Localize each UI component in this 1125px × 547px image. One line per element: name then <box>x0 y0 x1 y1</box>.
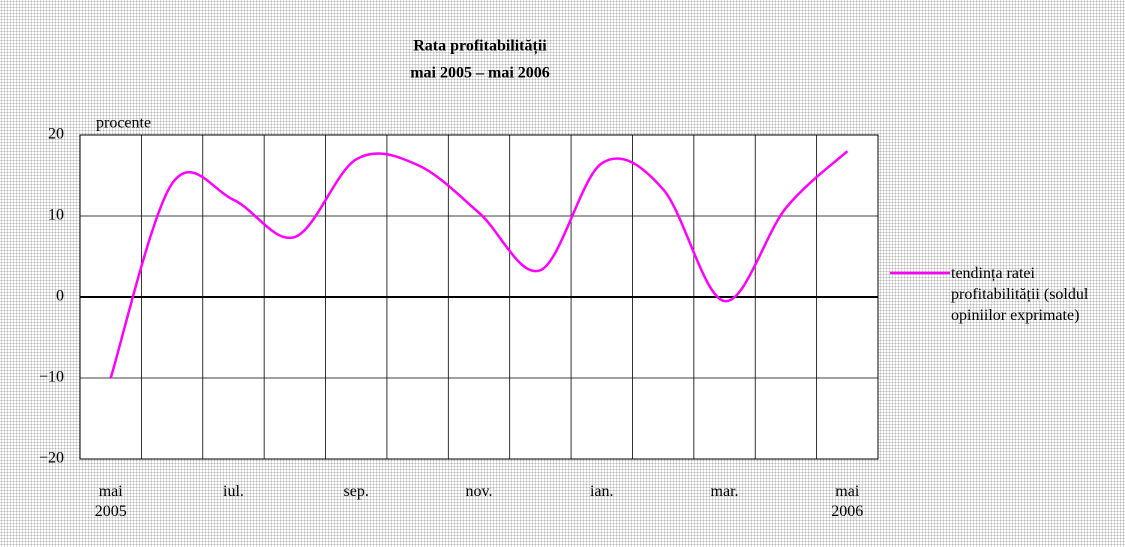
y-tick-label: 10 <box>48 207 64 224</box>
plot-border <box>79 134 879 460</box>
x-tick-label: ian. <box>589 483 614 500</box>
line-series <box>109 150 849 379</box>
legend-label: tendința ratei profitabilității (soldul … <box>951 265 1089 324</box>
y-tick-label: −20 <box>39 450 64 467</box>
x-tick-label: nov. <box>465 483 493 500</box>
y-tick-label: −10 <box>39 369 64 386</box>
x-tick-label: mai 2005 <box>94 483 127 520</box>
x-tick-label: sep. <box>343 483 369 500</box>
x-tick-label: iul. <box>223 483 244 500</box>
y-axis-label: procente <box>96 115 151 132</box>
y-tick-label: 20 <box>48 126 64 143</box>
x-tick-label: mar. <box>710 483 739 500</box>
chart-title: Rata profitabilității <box>413 38 547 56</box>
y-tick-label: 0 <box>56 288 64 305</box>
x-tick-label: mai 2006 <box>831 483 864 520</box>
chart-subtitle: mai 2005 – mai 2006 <box>410 65 550 82</box>
